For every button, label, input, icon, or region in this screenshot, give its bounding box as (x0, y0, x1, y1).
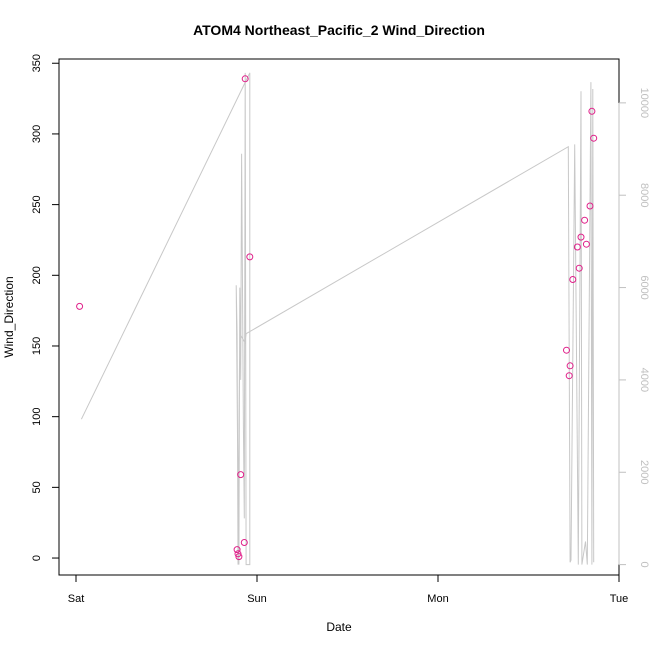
data-point (588, 107, 596, 115)
y-right-tick-label: 10000 (638, 88, 650, 119)
y-right-tick-label: 8000 (638, 183, 650, 207)
data-point (246, 253, 254, 261)
y-left-tick-label: 200 (31, 266, 43, 284)
data-point (581, 216, 589, 224)
data-point (241, 75, 249, 83)
data-point (563, 346, 570, 354)
y-right-tick-label: 0 (638, 562, 650, 568)
y-axis-right: 0 2000 4000 6000 8000 10000 (618, 88, 650, 568)
y-left-tick-label: 0 (31, 555, 43, 561)
data-point (233, 546, 241, 554)
data-point (240, 539, 248, 546)
data-point (569, 276, 577, 283)
plot-area-border (58, 58, 620, 576)
x-axis-label: Date (326, 620, 352, 634)
data-point (76, 302, 84, 310)
x-tick-label: Tue (610, 593, 629, 605)
chart-title: ATOM4 Northeast_Pacific_2 Wind_Direction (193, 22, 485, 38)
data-point (235, 553, 243, 561)
y-axis-left: 0 50 100 150 200 250 300 350 (31, 54, 60, 561)
data-point (586, 202, 594, 210)
value-line-layer (80, 72, 595, 566)
y-left-tick-label: 50 (31, 481, 43, 493)
y-right-tick-label: 2000 (638, 460, 650, 484)
data-point (565, 372, 573, 380)
data-point (566, 362, 574, 370)
y-right-tick-label: 4000 (638, 368, 650, 392)
data-point (590, 134, 598, 142)
x-axis: Sat Sun Mon Tue (68, 574, 629, 605)
x-tick-label: Mon (427, 593, 448, 605)
data-point (582, 240, 590, 248)
x-tick-label: Sun (247, 593, 267, 605)
point-layer (76, 75, 598, 561)
data-point (575, 264, 583, 272)
y-left-tick-label: 250 (31, 195, 43, 213)
x-tick-label: Sat (68, 593, 85, 605)
y-left-tick-label: 300 (31, 125, 43, 143)
value-line (80, 72, 595, 566)
y-axis-label: Wind_Direction (2, 276, 16, 357)
data-point (237, 471, 245, 479)
data-point (577, 233, 585, 241)
y-left-tick-label: 150 (31, 337, 43, 355)
y-left-tick-label: 100 (31, 407, 43, 425)
y-right-tick-label: 6000 (638, 275, 650, 299)
data-point (573, 243, 581, 251)
y-left-tick-label: 350 (31, 54, 43, 72)
